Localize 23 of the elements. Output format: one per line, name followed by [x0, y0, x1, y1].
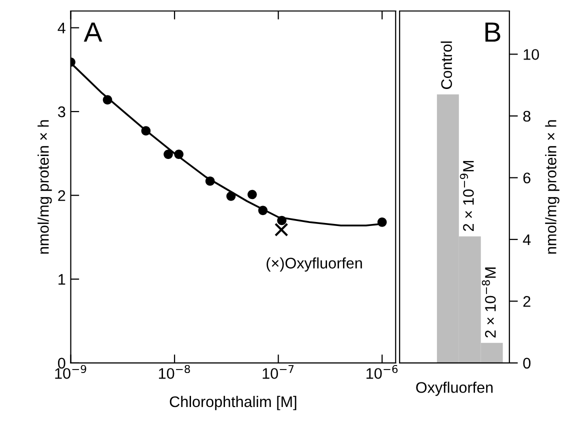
- y-axis-title: nmol/mg protein × h: [38, 120, 52, 254]
- x-axis-title: Oxyfluorfen: [416, 382, 493, 396]
- y-tick-label: 4: [58, 22, 66, 34]
- y-tick-label: 8: [523, 110, 530, 122]
- y-tick-label: 4: [522, 234, 531, 245]
- y-tick-label: 1: [58, 274, 66, 285]
- annotation: A: [84, 22, 102, 42]
- y-axis-title: nmol/mg protein × h: [545, 120, 560, 254]
- y-tick-label: 0: [523, 358, 530, 369]
- y-tick-label: 6: [523, 172, 530, 184]
- x-axis-title: Chlorophthalim [M]: [170, 396, 296, 410]
- annotation: 2 × 10$^{−8}$M: [482, 268, 496, 338]
- annotation: 2 × 10$^{−9}$M: [460, 161, 474, 231]
- annotation: (×)Oxyfluorfen: [266, 257, 362, 272]
- y-tick-label: 10: [524, 49, 539, 60]
- annotation: B: [485, 22, 500, 42]
- annotation: Control: [440, 41, 452, 89]
- x-tick-label: 10$^{−6}$: [366, 364, 398, 379]
- y-tick-label: 2: [523, 296, 530, 307]
- y-tick-label: 3: [58, 106, 66, 118]
- x-tick-label: 10$^{−7}$: [262, 365, 294, 379]
- x-tick-label: 10$^{−8}$: [158, 364, 190, 379]
- y-tick-label: 2: [58, 190, 66, 201]
